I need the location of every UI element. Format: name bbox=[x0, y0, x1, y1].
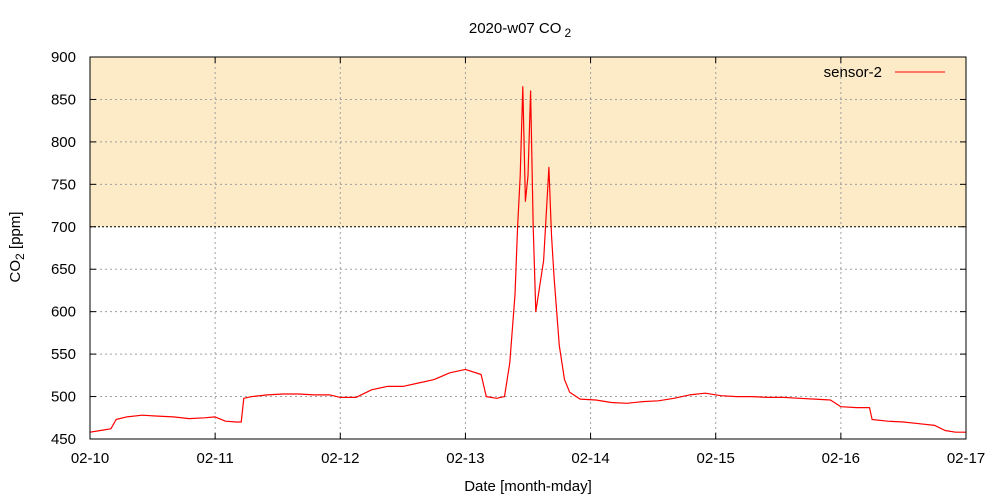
y-axis-title-subscript: 2 bbox=[13, 253, 27, 260]
legend-label-sensor-2: sensor-2 bbox=[824, 64, 882, 81]
x-tick-label: 02-14 bbox=[571, 450, 609, 467]
y-tick-label: 550 bbox=[51, 346, 76, 363]
y-tick-label: 800 bbox=[51, 134, 76, 151]
y-tick-label: 900 bbox=[51, 49, 76, 66]
y-axis-title-unit: [ppm] bbox=[7, 212, 24, 254]
x-tick-label: 02-15 bbox=[697, 450, 735, 467]
x-tick-label: 02-16 bbox=[822, 450, 860, 467]
y-tick-label: 650 bbox=[51, 261, 76, 278]
x-tick-label: 02-10 bbox=[71, 450, 109, 467]
y-tick-label: 500 bbox=[51, 389, 76, 406]
grid-layer bbox=[90, 57, 966, 439]
series-line-sensor-2 bbox=[89, 86, 966, 433]
chart-title: 2020-w07 CO 2 bbox=[469, 20, 572, 40]
legend: sensor-2 bbox=[824, 64, 945, 81]
series-layer bbox=[89, 86, 966, 433]
y-axis-title: CO2 [ppm] bbox=[7, 212, 27, 283]
chart-title-main: 2020-w07 CO bbox=[469, 20, 562, 37]
y-tick-label: 600 bbox=[51, 304, 76, 321]
x-tick-label: 02-13 bbox=[446, 450, 484, 467]
x-tick-label: 02-12 bbox=[321, 450, 359, 467]
y-tick-label: 450 bbox=[51, 431, 76, 448]
chart-title-subscript: 2 bbox=[564, 26, 571, 40]
y-axis-title-main: CO bbox=[7, 260, 24, 283]
y-axis-ticks: 450 500 550 600 650 700 750 800 850 900 bbox=[51, 49, 966, 448]
plot-frame bbox=[89, 56, 967, 440]
x-axis-ticks: 02-10 02-11 02-12 02-13 02-14 02-15 02-16 02-17 bbox=[71, 57, 985, 467]
x-axis-title: Date [month-mday] bbox=[464, 478, 592, 495]
x-tick-label: 02-17 bbox=[947, 450, 985, 467]
y-tick-label: 750 bbox=[51, 176, 76, 193]
y-tick-label: 850 bbox=[51, 91, 76, 108]
y-tick-label: 700 bbox=[51, 219, 76, 236]
x-tick-label: 02-11 bbox=[197, 450, 234, 467]
